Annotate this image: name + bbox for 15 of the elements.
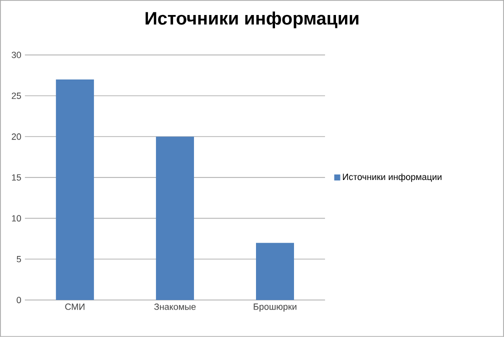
chart-title: Источники информации xyxy=(146,12,358,28)
y-tick-label: 30 xyxy=(12,52,22,58)
y-tick-label: 0 xyxy=(16,296,22,304)
bar xyxy=(56,79,94,300)
y-tick-label: 25 xyxy=(12,92,21,99)
x-tick-label: Брошюрки xyxy=(254,304,296,312)
x-tick-label: СМИ xyxy=(65,304,84,310)
y-tick-label: 10 xyxy=(12,215,22,222)
x-tick-label: Знакомые xyxy=(154,304,196,310)
y-tick-label: 15 xyxy=(12,174,21,181)
y-tick-label: 20 xyxy=(12,133,22,140)
y-tick-label: 5 xyxy=(16,256,21,262)
bar xyxy=(256,242,294,300)
bar xyxy=(156,136,194,300)
legend-label: Источники информации xyxy=(342,173,442,182)
